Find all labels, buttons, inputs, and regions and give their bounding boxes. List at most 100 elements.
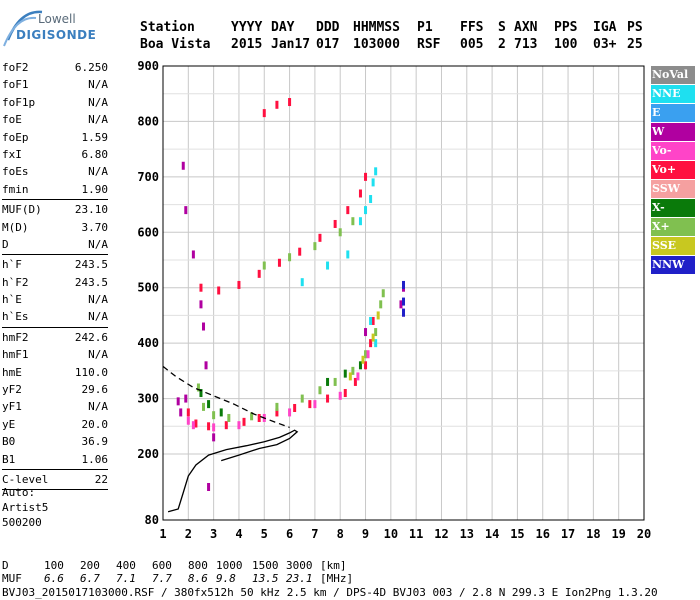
header-value-7: 2 [498, 37, 506, 52]
y-tick-label: 200 [137, 447, 159, 461]
auto-version: 500200 [2, 516, 42, 529]
param-separator [2, 326, 108, 328]
data-point-x [374, 328, 378, 337]
header-label-8: AXN [514, 20, 538, 35]
data-point-x [219, 408, 223, 417]
y-tick-label: 900 [137, 59, 159, 73]
param-name: h`Es [2, 310, 29, 324]
y-tick-label: 500 [137, 281, 159, 295]
x-tick-label: 7 [311, 527, 318, 541]
param-name: yE [2, 417, 16, 431]
param-name: foF1 [2, 78, 29, 92]
data-point-nne [374, 339, 378, 348]
legend-item-w: W [651, 123, 695, 141]
data-point-x [364, 350, 368, 359]
param-value: 243.5 [74, 275, 108, 289]
data-point-w [204, 361, 208, 370]
distance-cell: 800 [188, 559, 208, 572]
legend-item-nnw: NNW [651, 256, 695, 274]
muf-cell: 13.5 [252, 572, 279, 585]
param-name: hmF2 [2, 330, 29, 344]
data-point-vo [318, 233, 322, 242]
param-value: N/A [88, 95, 108, 109]
param-row: hmF1 N/A [2, 346, 108, 363]
param-row: foF1p N/A [2, 94, 108, 111]
data-point-vo [353, 377, 357, 386]
data-point-w [199, 300, 203, 309]
data-point-vo [237, 280, 241, 289]
distance-cell: 3000 [286, 559, 313, 572]
muf-cell: 9.8 [216, 572, 236, 585]
data-point-vo [288, 408, 292, 417]
x-tick-label: 15 [510, 527, 524, 541]
data-point-x [262, 261, 266, 270]
data-point-nne [369, 316, 373, 325]
param-name: foEp [2, 130, 29, 144]
x-tick-label: 17 [561, 527, 575, 541]
param-value: 22 [94, 472, 108, 486]
data-point-sse [348, 372, 352, 381]
param-row: foF1 N/A [2, 76, 108, 93]
param-value: N/A [88, 113, 108, 127]
x-tick-label: 3 [210, 527, 217, 541]
param-row: D N/A [2, 236, 108, 253]
header-value-2: Jan17 [271, 37, 311, 52]
data-point-sse [371, 333, 375, 342]
auto-label: Auto: [2, 486, 36, 499]
data-point-w [176, 397, 180, 406]
parameter-table: foF2 6.250 foF1 N/A foF1p N/A foE N/A foEp 1.59 fx… [2, 59, 108, 491]
logo-line-2: DIGISONDE [16, 28, 97, 42]
header-value-3: 017 [316, 37, 340, 52]
distance-cell: 1000 [216, 559, 243, 572]
legend-item-vo: Vo+ [651, 161, 695, 179]
param-row: foEp 1.59 [2, 129, 108, 146]
param-name: C-level [2, 472, 49, 486]
data-point-vo [194, 419, 198, 428]
data-point-x [318, 386, 322, 395]
distance-cell: 400 [116, 559, 136, 572]
data-point-vo [366, 350, 370, 359]
data-point-vo [257, 413, 261, 422]
param-name: fmin [2, 182, 29, 196]
data-point-vo [288, 98, 292, 107]
param-name: h`E [2, 293, 22, 307]
data-point-w [207, 483, 211, 491]
data-point-vo [308, 400, 312, 409]
param-row: fxI 6.80 [2, 146, 108, 163]
data-point-nne [369, 195, 373, 204]
data-point-x [351, 366, 355, 375]
data-point-x [358, 361, 362, 370]
param-name: foF2 [2, 61, 29, 74]
param-name: B1 [2, 452, 16, 466]
x-tick-label: 5 [261, 527, 268, 541]
param-name: B0 [2, 435, 16, 449]
muf-cell: 23.1 [286, 572, 313, 585]
header-label-10: IGA [593, 20, 617, 35]
param-name: D [2, 237, 9, 251]
legend-item-noval: NoVal [651, 66, 695, 84]
param-value: 1.59 [81, 130, 109, 144]
x-tick-label: 9 [362, 527, 369, 541]
param-row: MUF(D) 23.10 [2, 201, 108, 218]
x-tick-label: 13 [460, 527, 474, 541]
param-name: fxI [2, 147, 22, 161]
data-point-nne [364, 206, 368, 215]
data-point-vo [364, 172, 368, 181]
param-row: foE N/A [2, 111, 108, 128]
data-point-vo [191, 421, 195, 430]
header-value-5: RSF [417, 37, 441, 52]
y-tick-label: 300 [137, 392, 159, 406]
x-tick-label: 19 [611, 527, 625, 541]
legend-item-nne: NNE [651, 85, 695, 103]
data-point-vo [237, 421, 241, 430]
data-point-vo [326, 394, 330, 403]
data-point-x [326, 377, 330, 386]
x-tick-label: 1 [159, 527, 166, 541]
x-tick-label: 6 [286, 527, 293, 541]
data-point-sse [376, 311, 380, 320]
data-point-vo [275, 100, 279, 109]
data-point-x [379, 300, 383, 309]
data-point-x [300, 394, 304, 403]
param-name: foEs [2, 165, 29, 179]
data-point-x [207, 400, 211, 409]
